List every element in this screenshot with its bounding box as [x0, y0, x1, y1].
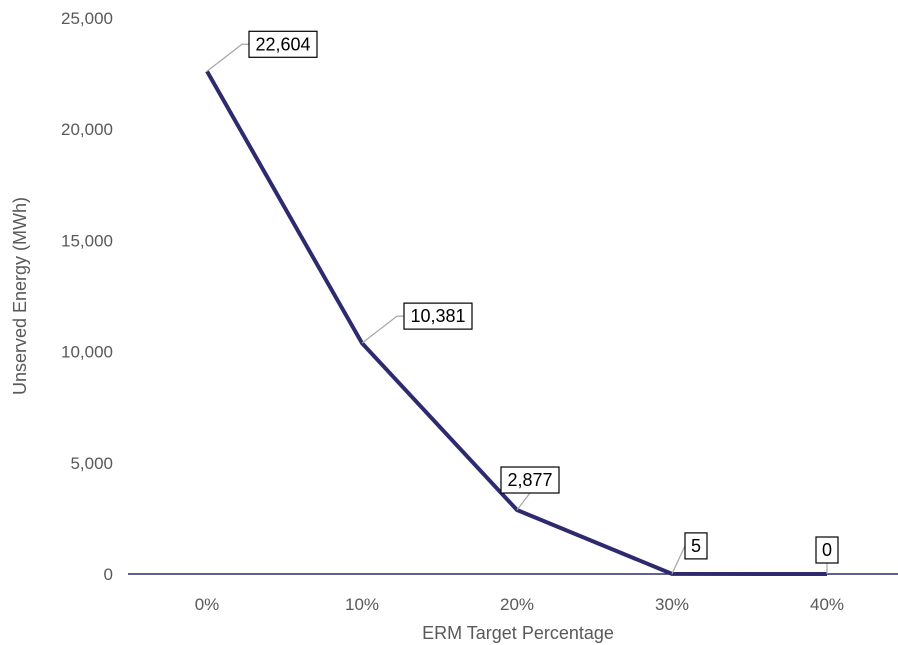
data-labels: 22,604 10,381 2,877 5 0: [206, 30, 839, 575]
data-label: 5: [691, 536, 701, 556]
x-tick-label: 20%: [500, 595, 534, 614]
y-tick-label: 15,000: [61, 231, 113, 250]
x-tick-label: 30%: [655, 595, 689, 614]
data-label: 10,381: [410, 306, 465, 326]
x-tick-label: 0%: [195, 595, 220, 614]
data-label-box: [500, 466, 560, 494]
x-tick-label: 10%: [345, 595, 379, 614]
x-axis-ticks: 0% 10% 20% 30% 40%: [195, 595, 844, 614]
y-tick-label: 10,000: [61, 343, 113, 362]
y-tick-label: 5,000: [70, 454, 113, 473]
leader-line: [361, 315, 404, 344]
y-axis-ticks: 0 5,000 10,000 15,000 20,000 25,000: [61, 9, 113, 584]
data-label-box: [248, 30, 318, 58]
leader-line: [206, 43, 249, 72]
data-label: 0: [822, 540, 832, 560]
leader-line: [516, 492, 531, 511]
x-tick-label: 40%: [810, 595, 844, 614]
data-label-box: [403, 302, 473, 330]
leader-line: [671, 545, 686, 575]
y-tick-label: 25,000: [61, 9, 113, 28]
y-tick-label: 0: [104, 565, 113, 584]
data-label-box: [815, 536, 839, 564]
y-tick-label: 20,000: [61, 120, 113, 139]
x-axis-title: ERM Target Percentage: [422, 623, 614, 643]
data-label: 22,604: [255, 34, 310, 54]
y-axis-title: Unserved Energy (MWh): [10, 197, 30, 395]
data-label-box: [684, 532, 708, 560]
series-line: [205, 70, 828, 576]
data-label: 2,877: [507, 470, 552, 490]
